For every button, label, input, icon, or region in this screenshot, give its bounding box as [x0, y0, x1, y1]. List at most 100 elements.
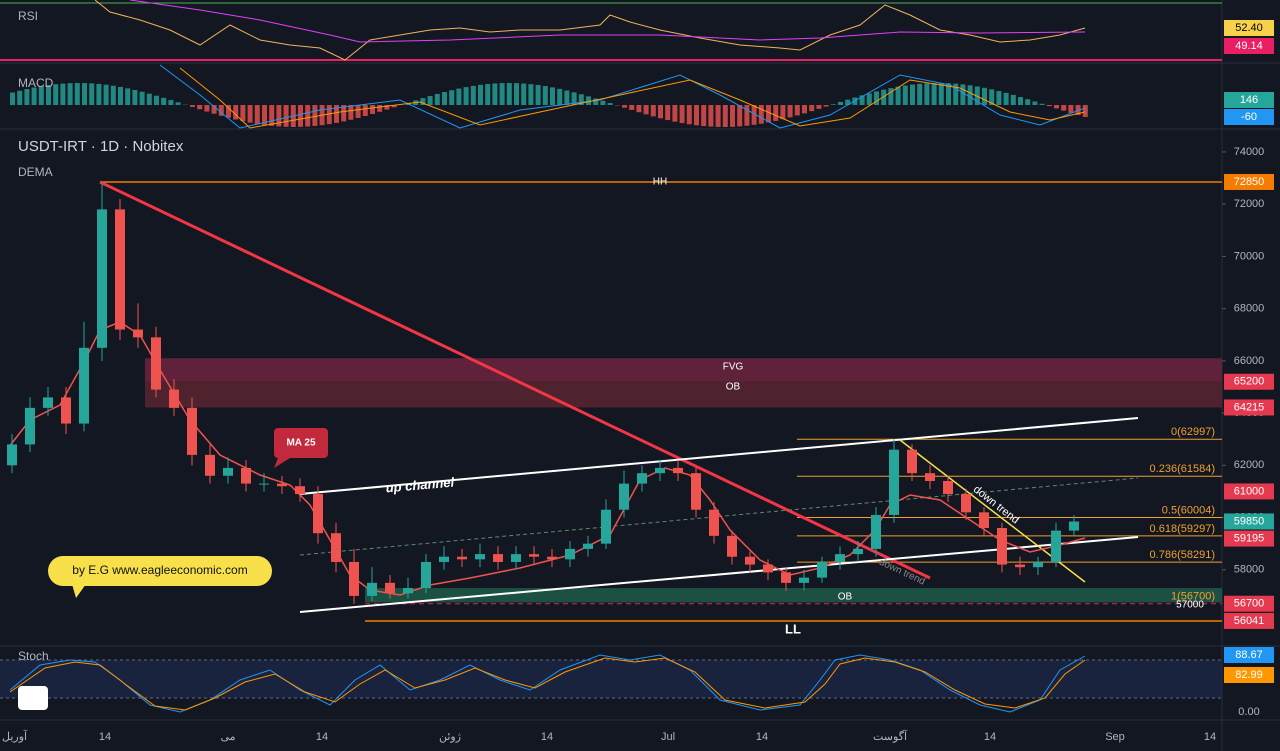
logo — [18, 686, 48, 710]
stoch-axis: 0.00 — [1238, 706, 1259, 718]
candle-body — [889, 449, 899, 515]
macd-bar — [470, 85, 476, 105]
macd-bar — [326, 105, 332, 125]
candle-body — [835, 554, 845, 562]
macd-bar — [103, 84, 109, 105]
macd-bar — [161, 97, 167, 105]
candle-body — [727, 535, 737, 557]
macd-bar — [1003, 92, 1009, 105]
candle-body — [61, 397, 71, 424]
fib-label: 0.618(59297) — [1150, 523, 1215, 535]
macd-bar — [715, 105, 721, 127]
macd-bar — [254, 105, 260, 124]
macd-bar — [600, 100, 606, 105]
candle-body — [313, 494, 323, 534]
rsi-line — [94, 0, 1086, 61]
macd-bar — [463, 87, 469, 105]
macd-bar — [226, 105, 231, 118]
candle-body — [547, 556, 557, 560]
macd-bar — [859, 95, 865, 105]
macd-bar — [521, 83, 527, 105]
macd-bar — [377, 105, 383, 112]
rsi-tag-text: 52.40 — [1235, 22, 1263, 34]
y-tick-label: 72000 — [1234, 198, 1265, 210]
price-tag-text: 59850 — [1234, 515, 1265, 527]
candle-body — [979, 512, 989, 529]
channel-label: up channel — [385, 474, 455, 495]
candle-body — [169, 389, 179, 408]
candle-body — [601, 509, 611, 544]
macd-bar — [737, 105, 743, 127]
candle-body — [511, 554, 521, 562]
macd-bar — [10, 92, 15, 105]
macd-bar — [881, 89, 887, 105]
macd-bar — [773, 105, 779, 121]
macd-bar — [1032, 101, 1038, 105]
candle-body — [133, 329, 143, 338]
macd-bar — [485, 84, 491, 105]
candle-body — [925, 473, 935, 481]
macd-bar — [1068, 105, 1074, 113]
macd-bar — [794, 105, 800, 116]
macd-bar — [24, 89, 30, 105]
macd-histogram — [10, 83, 1088, 127]
hh-label: HH — [653, 177, 667, 188]
price-tag — [1224, 513, 1274, 530]
macd-bar — [542, 86, 548, 105]
macd-bar — [1061, 105, 1067, 111]
macd-bar — [967, 85, 973, 105]
rsi-tag — [1224, 38, 1274, 54]
macd-bar — [1018, 97, 1023, 105]
price-tag — [1224, 612, 1274, 629]
candle-body — [205, 454, 215, 476]
y-tick-label: 58000 — [1234, 564, 1265, 576]
macd-bar — [391, 105, 397, 108]
candle-body — [151, 337, 161, 390]
macd-bar — [571, 92, 577, 105]
macd-bar — [125, 88, 131, 105]
y-tick-label: 62000 — [1234, 459, 1265, 471]
y-tick-label: 66000 — [1234, 355, 1265, 367]
candle-body — [439, 556, 449, 562]
x-tick-label: Sep — [1105, 731, 1125, 743]
x-tick-label: 14 — [99, 731, 111, 743]
macd-bar — [787, 105, 793, 118]
zone — [145, 358, 1222, 382]
macd-bar — [89, 83, 95, 105]
y-tick-label: 70000 — [1234, 250, 1265, 262]
macd-bar — [528, 84, 534, 105]
macd-bar — [154, 95, 159, 105]
macd-bar — [46, 85, 51, 105]
candle-body — [277, 483, 287, 487]
macd-bar — [96, 83, 102, 105]
macd-bar — [557, 88, 563, 105]
macd-bar — [449, 90, 455, 105]
fib-label: 0(62997) — [1171, 426, 1215, 438]
candle-body — [259, 483, 269, 485]
macd-bar — [17, 90, 23, 105]
fib-label: 0.236(61584) — [1150, 463, 1215, 475]
stoch-tag-text: 88.67 — [1235, 649, 1263, 661]
price-tag — [1224, 483, 1274, 500]
macd-bar — [1082, 105, 1088, 117]
fib-extra: 57000 — [1176, 600, 1204, 611]
candle-body — [853, 548, 863, 555]
x-tick-label: 14 — [756, 731, 768, 743]
macd-bar — [456, 88, 462, 105]
y-tick-label: 68000 — [1234, 303, 1265, 315]
price-tag-text: 59195 — [1234, 532, 1265, 544]
x-tick-label: می — [220, 731, 235, 743]
macd-bar — [434, 93, 440, 105]
macd-bar — [636, 105, 642, 113]
macd-bar — [996, 91, 1002, 105]
macd-bar — [730, 105, 735, 127]
stoch-band — [0, 660, 1222, 698]
macd-bar — [895, 86, 901, 105]
candle-body — [25, 407, 35, 445]
x-tick-label: 14 — [984, 731, 996, 743]
candle-body — [385, 582, 395, 594]
macd-bar — [701, 105, 707, 127]
stoch-tag-text: 82.99 — [1235, 669, 1263, 681]
macd-bar — [82, 83, 87, 105]
